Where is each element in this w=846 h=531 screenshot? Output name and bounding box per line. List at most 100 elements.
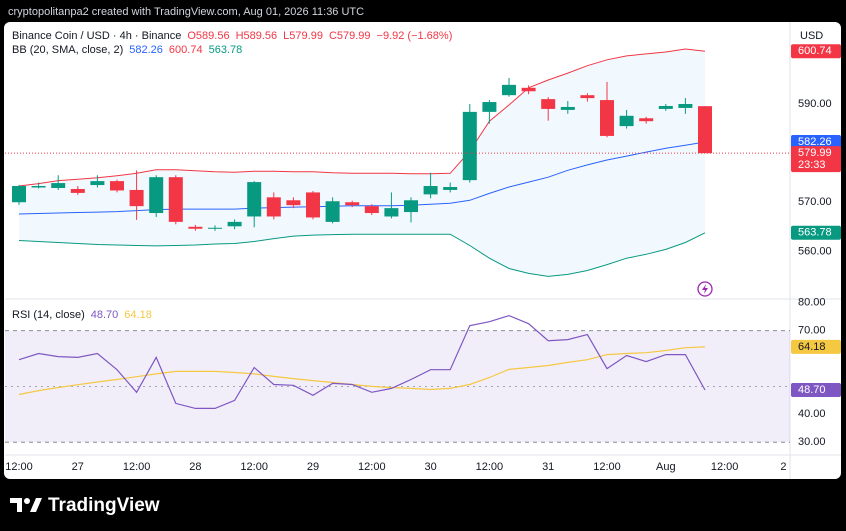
x-tick-label: 12:00 [123,461,151,473]
x-tick-label: 12:00 [5,461,33,473]
ohlc-value: O589.56 [187,30,229,42]
candle-body [462,111,477,181]
x-tick-label: 12:00 [593,461,621,473]
last-price-tag-sub: 23:33 [798,159,826,171]
candle-body [168,177,183,222]
bb-legend-value: 582.26 [129,44,163,56]
candle-body [404,200,418,213]
bb-basis [18,141,706,215]
candle-body [443,187,458,190]
bb-lower-tag-label: 563.78 [798,227,832,239]
candle-body [325,201,340,222]
symbol-legend: Binance Coin / USD · 4h · Binance O589.56… [12,30,452,42]
candle-body [678,104,693,108]
rsi-legend: RSI (14, close) 48.70 64.18 [12,309,152,321]
x-tick-label: 30 [424,461,436,473]
bb-upper [18,48,706,187]
rsi-tag-label: 48.70 [798,384,826,396]
candle-body [31,186,46,188]
candle-body [12,186,26,203]
candle-body [600,100,614,136]
candle-body [345,202,360,206]
header-text: cryptopolitanpa2 created with TradingVie… [8,6,364,18]
candle-body [110,181,124,191]
candle-body [423,186,438,195]
alert-icon-bolt [702,284,708,294]
candle-body [208,227,222,229]
bb-fill [19,49,705,277]
ohlc-value: C579.99 [329,30,371,42]
candle-body [129,189,144,207]
candle-body [658,105,673,109]
x-tick-label: 28 [189,461,201,473]
brand-name: TradingView [48,495,160,516]
x-tick-label: 27 [72,461,84,473]
y-unit: USD [800,30,823,42]
candle-body [580,95,595,99]
rsi-ma-tag [791,339,841,354]
bb-name: BB (20, SMA, close, 2) [12,44,123,56]
plot: 560.00570.00590.00USD600.74582.26579.992… [5,22,841,479]
x-tick-label: 12:00 [711,461,739,473]
symbol-name: Binance Coin / USD · 4h · Binance [12,30,181,42]
bb-legend-value: 563.78 [209,44,243,56]
last-price-tag [791,146,841,173]
rsi-ma-tag-label: 64.18 [798,341,826,353]
candle-body [364,206,379,214]
bb-lower-tag [791,225,841,240]
rsi-line [18,314,706,409]
x-tick-label: 31 [542,461,554,473]
rsi-name: RSI (14, close) [12,309,85,321]
candle-body [149,177,164,214]
rsi-legend-value: 48.70 [91,309,119,321]
bb-legend-value: 600.74 [169,44,203,56]
brand-logo [10,498,42,512]
candle-body [384,208,399,217]
x-tick-label: 12:00 [240,461,268,473]
candle-body [51,183,66,188]
candle-body [482,102,497,112]
candle-body [306,192,320,218]
alert-icon [697,281,713,297]
candle-body [188,226,203,229]
candle-body [247,182,262,217]
candle-body [70,188,85,193]
y-tick-label: 590.00 [798,98,832,110]
ohlc-value: −9.92 (−1.68%) [377,30,453,42]
x-tick-label: 12:00 [476,461,504,473]
y-tick-label: 570.00 [798,196,832,208]
candle-body [90,181,105,186]
candle-body [619,115,634,127]
bb-basis-tag-label: 582.26 [798,136,832,148]
candle-body [502,84,516,96]
rsi-line [18,346,706,396]
candle-body [266,197,281,217]
rsi-tag [791,383,841,398]
y-tick-label: 40.00 [798,408,826,420]
rsi-legend-value: 64.18 [124,309,152,321]
candle-body [286,200,301,206]
bb-upper-tag [791,44,841,59]
y-tick-label: 80.00 [798,297,826,309]
x-tick-label: 2 [780,461,786,473]
bb-basis-tag [791,135,841,150]
x-tick-label: 29 [307,461,319,473]
candle-body [227,221,242,227]
last-price-tag-label: 579.99 [798,147,832,159]
candle-body [560,106,575,110]
ohlc-value: L579.99 [283,30,323,42]
candle-body [639,118,654,122]
bb-upper-tag-label: 600.74 [798,45,832,57]
chart-area [4,22,841,479]
y-tick-label: 70.00 [798,325,826,337]
ohlc-value: H589.56 [236,30,278,42]
x-tick-label: Aug [656,461,676,473]
bb-legend: BB (20, SMA, close, 2) 582.26 600.74 563.78 [12,44,242,56]
y-tick-label: 30.00 [798,436,826,448]
candle-body [521,87,536,92]
candle-body [698,106,712,154]
bb-lower [18,232,706,277]
candle-body [541,99,556,109]
x-tick-label: 12:00 [358,461,386,473]
